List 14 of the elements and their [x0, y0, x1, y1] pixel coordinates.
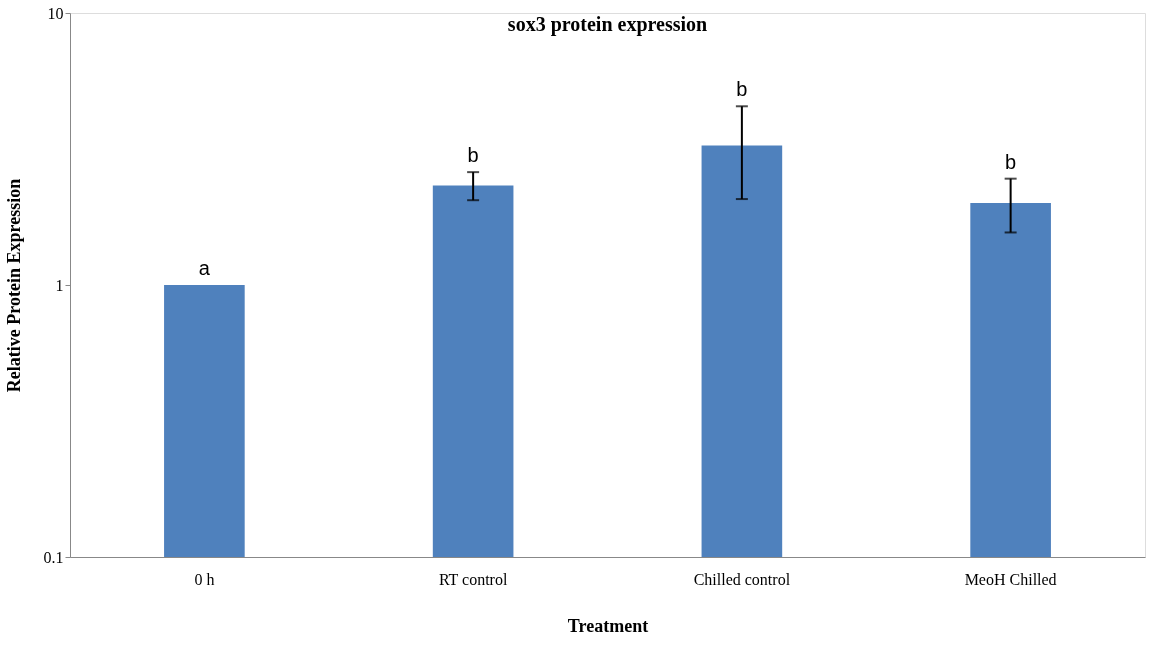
- x-tick-label: MeoH Chilled: [964, 570, 1057, 588]
- y-tick-label: 0.1: [43, 548, 64, 566]
- chart-title: sox3 protein expression: [507, 13, 708, 36]
- y-tick-label: 10: [47, 4, 64, 22]
- y-axis-title: Relative Protein Expression: [3, 178, 24, 393]
- x-axis-title: Treatment: [567, 615, 649, 636]
- annotation: b: [467, 144, 479, 167]
- x-tick-label: RT control: [438, 570, 508, 588]
- annotation: a: [198, 257, 211, 279]
- annotation: b: [1005, 150, 1017, 173]
- x-tick-label: 0 h: [194, 570, 215, 588]
- annotation: b: [736, 78, 748, 101]
- y-tick-label: 1: [55, 276, 64, 294]
- x-tick-label: Chilled control: [693, 570, 791, 588]
